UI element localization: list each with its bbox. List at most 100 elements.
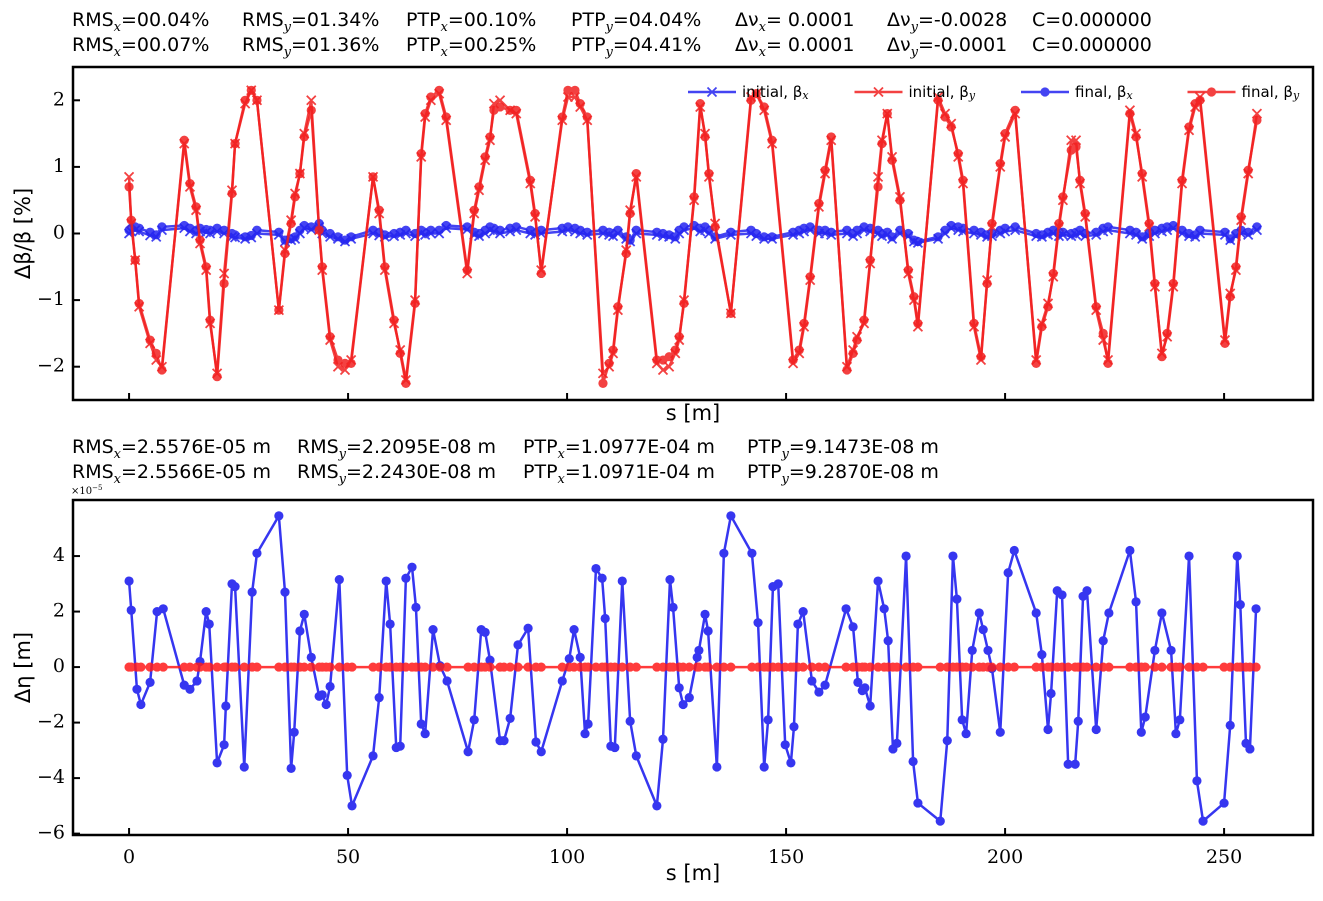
- marker-dot: [631, 662, 641, 672]
- marker-dot: [935, 816, 945, 826]
- marker-dot: [1103, 222, 1113, 232]
- marker-dot: [1192, 776, 1202, 786]
- marker-dot: [865, 662, 875, 672]
- stat-name: PTP: [571, 34, 606, 56]
- marker-dot: [334, 662, 344, 672]
- marker-dot: [531, 737, 541, 747]
- marker-dot: [513, 640, 523, 650]
- marker-dot: [1010, 222, 1020, 232]
- marker-dot: [958, 175, 968, 185]
- marker-dot: [689, 192, 699, 202]
- marker-dot: [1175, 715, 1185, 725]
- marker-dot: [625, 208, 635, 219]
- marker-dot: [130, 255, 140, 265]
- marker-dot: [480, 627, 490, 637]
- marker-dot: [798, 606, 808, 617]
- header-stat: PTPx=00.10%: [406, 9, 536, 35]
- marker-dot: [826, 227, 836, 237]
- marker-dot: [381, 576, 391, 586]
- marker-dot: [583, 719, 593, 729]
- marker-dot: [786, 758, 796, 768]
- marker-dot: [204, 619, 214, 629]
- marker-dot: [205, 225, 215, 235]
- marker-dot: [347, 662, 357, 672]
- marker-dot: [205, 315, 215, 325]
- marker-dot: [901, 551, 911, 561]
- marker-dot: [1046, 688, 1056, 699]
- marker-dot: [865, 255, 875, 265]
- stat-subscript: x: [441, 20, 449, 35]
- marker-dot: [799, 318, 809, 329]
- marker-dot: [158, 604, 168, 614]
- marker-dot: [134, 223, 144, 233]
- marker-dot: [631, 225, 641, 235]
- marker-dot: [485, 662, 495, 672]
- marker-dot: [1195, 225, 1205, 235]
- marker-dot: [441, 112, 451, 122]
- marker-dot: [712, 662, 722, 672]
- header-stat: RMSx=00.07%: [72, 34, 209, 60]
- marker-dot: [557, 112, 567, 122]
- stat-name: Δν: [887, 34, 911, 56]
- stat-name: C: [1032, 9, 1045, 31]
- stat-value: =00.04%: [121, 9, 209, 31]
- marker-dot: [1098, 328, 1108, 338]
- stat-subscript: y: [910, 20, 919, 35]
- header-stat: Δνy=-0.0028: [887, 9, 1007, 35]
- marker-dot: [1184, 662, 1194, 672]
- marker-dot: [411, 602, 421, 613]
- legend: initial, βx initial, βy final, βx final, βy: [688, 83, 1300, 102]
- marker-dot: [420, 729, 430, 739]
- marker-dot: [879, 604, 889, 614]
- marker-dot: [1166, 645, 1176, 656]
- y-offset-text: ×10−5: [71, 484, 102, 497]
- marker-dot: [530, 208, 540, 219]
- stat-name: RMS: [72, 9, 114, 31]
- stat-subscript: y: [338, 447, 347, 462]
- marker-dot: [807, 676, 817, 686]
- marker-dot: [428, 662, 438, 672]
- marker-dot: [974, 608, 984, 618]
- marker-dot: [1150, 662, 1160, 672]
- legend-subscript: x: [802, 89, 809, 102]
- stat-subscript: x: [558, 472, 566, 487]
- stat-value: =2.2430E-08 m: [346, 461, 496, 483]
- marker-dot: [908, 756, 918, 767]
- marker-dot: [1177, 225, 1187, 235]
- marker-dot: [704, 168, 714, 179]
- marker-dot: [485, 132, 495, 142]
- legend-marker: [706, 86, 718, 98]
- marker-dot: [511, 222, 521, 232]
- marker-dot: [679, 222, 689, 232]
- marker-dot: [230, 581, 240, 592]
- marker-dot: [280, 587, 290, 597]
- stat-subscript: x: [759, 20, 767, 35]
- marker-x: [339, 364, 351, 376]
- marker-dot: [239, 662, 249, 672]
- offset-base: ×10: [71, 486, 92, 497]
- y-tick-label: −1: [37, 288, 65, 310]
- marker-dot: [1009, 662, 1019, 672]
- marker-x: [663, 361, 675, 372]
- stat-value: =2.2095E-08 m: [346, 436, 496, 458]
- marker-dot: [192, 676, 202, 686]
- marker-dot: [860, 683, 870, 693]
- series-line: [127, 89, 1259, 385]
- stat-name: Δν: [887, 9, 911, 31]
- marker-dot: [597, 573, 607, 583]
- stat-name: RMS: [72, 436, 114, 458]
- marker-dot: [773, 662, 783, 672]
- marker-dot: [873, 182, 883, 192]
- marker-dot: [658, 662, 668, 672]
- marker-dot: [295, 626, 305, 636]
- marker-dot: [1150, 278, 1160, 289]
- marker-dot: [1103, 358, 1113, 368]
- y-axis-label: Δβ/β [%]: [11, 188, 35, 279]
- marker-dot: [290, 232, 300, 242]
- marker-dot: [1031, 608, 1041, 618]
- marker-dot: [151, 348, 161, 358]
- marker-dot: [909, 292, 919, 302]
- stat-name: PTP: [747, 436, 782, 458]
- marker-dot: [746, 95, 756, 105]
- marker-dot: [695, 99, 705, 109]
